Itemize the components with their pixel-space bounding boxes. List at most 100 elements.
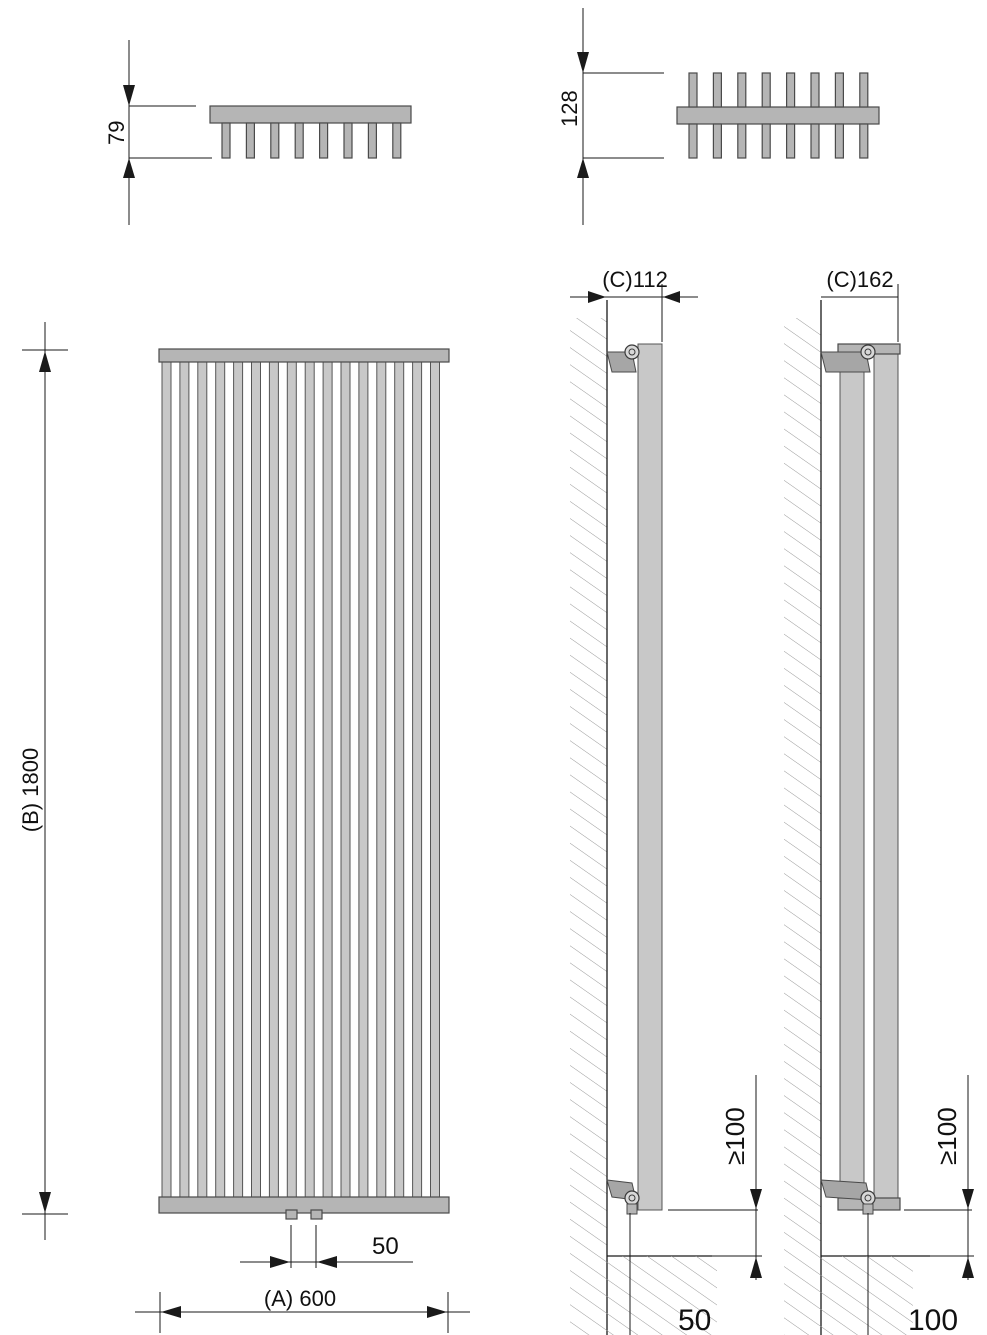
valve-bottom-single xyxy=(624,1190,640,1206)
fin-double-lower xyxy=(834,123,845,159)
arrow-128-top xyxy=(577,52,589,73)
fin-single xyxy=(392,122,402,159)
vertical-tube xyxy=(179,348,190,1214)
connection-stub-right xyxy=(310,1209,323,1220)
projection-label-162: (C)162 xyxy=(826,267,893,292)
vertical-tube xyxy=(233,348,244,1214)
top-header xyxy=(158,348,450,363)
vertical-tube xyxy=(286,348,297,1214)
vertical-tube xyxy=(322,348,333,1214)
vertical-tube xyxy=(358,348,369,1214)
vertical-tube xyxy=(268,348,279,1214)
connection-spacing-label: 50 xyxy=(372,1233,399,1260)
fin-single xyxy=(245,122,255,159)
wall-hatch-double xyxy=(784,318,821,1256)
bottom-header xyxy=(158,1196,450,1214)
header-bar-double xyxy=(676,106,880,125)
width-label: (A) 600 xyxy=(264,1286,336,1311)
arrow-112-right xyxy=(663,291,680,303)
floor-hatch-double xyxy=(821,1256,913,1335)
valve-stem-double xyxy=(862,1203,874,1215)
vertical-tube xyxy=(340,348,351,1214)
fin-single xyxy=(270,122,280,159)
floor-hatch-double-left xyxy=(784,1256,821,1335)
valve-top-double-inner xyxy=(864,348,872,356)
floor-clearance-label-double: ≥100 xyxy=(932,1107,962,1165)
vertical-tube xyxy=(304,348,315,1214)
fin-double-upper xyxy=(834,72,845,108)
valve-top-single-inner xyxy=(628,348,636,356)
radiator-body-double-back xyxy=(873,343,899,1211)
valve-bottom-single-inner xyxy=(628,1194,636,1202)
depth-label-128: 128 xyxy=(557,90,582,127)
arrow-112-left xyxy=(588,291,606,303)
valve-stem-single xyxy=(626,1203,638,1215)
arrow-clearance-double-bottom xyxy=(962,1257,974,1278)
arrow-79-top xyxy=(123,85,135,106)
fin-double-lower xyxy=(761,123,771,159)
fin-double-upper xyxy=(785,72,796,108)
valve-bottom-double xyxy=(860,1190,876,1206)
fin-double-upper xyxy=(859,72,869,108)
arrow-50-right xyxy=(317,1256,337,1268)
fin-double-upper xyxy=(810,72,820,108)
arrow-clearance-single-top xyxy=(750,1189,762,1209)
depth-label-79: 79 xyxy=(104,121,129,145)
fins-double xyxy=(688,72,869,159)
header-bar-single xyxy=(209,105,412,124)
connection-stub-left xyxy=(285,1209,298,1220)
arrow-height-bottom xyxy=(39,1192,51,1213)
fin-single xyxy=(367,122,377,159)
projection-label-112: (C)112 xyxy=(602,267,668,292)
fin-double-upper xyxy=(737,72,747,108)
fin-double-lower xyxy=(712,123,723,159)
height-label: (B) 1800 xyxy=(18,748,43,832)
arrow-height-top xyxy=(39,351,51,372)
fin-double-lower xyxy=(810,123,820,159)
fin-double-lower xyxy=(737,123,747,159)
floor-hatch-single xyxy=(607,1256,717,1335)
top-view-single: 79 xyxy=(104,40,412,225)
arrow-width-right xyxy=(427,1306,447,1318)
fin-double-upper xyxy=(712,72,723,108)
vertical-tube xyxy=(197,348,208,1214)
fin-double-lower xyxy=(688,123,698,159)
fin-double-lower xyxy=(785,123,796,159)
wall-offset-label-single: 50 xyxy=(678,1304,711,1335)
vertical-tube xyxy=(251,348,261,1214)
fins-single xyxy=(221,122,402,159)
radiator-body-single xyxy=(637,343,663,1211)
arrow-50-left xyxy=(270,1256,290,1268)
vertical-tube xyxy=(430,348,440,1214)
side-view-single: (C)112 ≥100 50 xyxy=(570,267,762,1335)
vertical-tube xyxy=(376,348,387,1214)
arrow-79-bottom xyxy=(123,158,135,178)
arrow-width-left xyxy=(161,1306,181,1318)
valve-bottom-double-inner xyxy=(864,1194,872,1202)
valve-top-single xyxy=(624,344,640,360)
fin-double-upper xyxy=(761,72,771,108)
arrow-128-bottom xyxy=(577,158,589,178)
radiator-body-double-front xyxy=(839,343,865,1211)
wall-hatch-single xyxy=(570,318,607,1256)
fin-single xyxy=(294,122,304,159)
front-tubes xyxy=(161,348,440,1214)
side-view-double: (C)162 ≥100 100 xyxy=(784,267,974,1335)
arrow-clearance-single-bottom xyxy=(750,1257,762,1278)
bracket-top-double xyxy=(820,351,871,373)
floor-hatch-single-left xyxy=(570,1256,607,1335)
arrow-clearance-double-top xyxy=(962,1189,974,1209)
floor-clearance-label-single: ≥100 xyxy=(720,1107,750,1165)
wall-offset-label-double: 100 xyxy=(908,1304,958,1335)
fin-single xyxy=(343,122,353,159)
fin-single xyxy=(221,122,231,159)
fin-single xyxy=(319,122,329,159)
vertical-tube xyxy=(412,348,423,1214)
vertical-tube xyxy=(394,348,405,1214)
fin-double-upper xyxy=(688,72,698,108)
valve-top-double xyxy=(860,344,876,360)
fin-double-lower xyxy=(859,123,869,159)
top-view-double: 128 xyxy=(557,8,880,225)
